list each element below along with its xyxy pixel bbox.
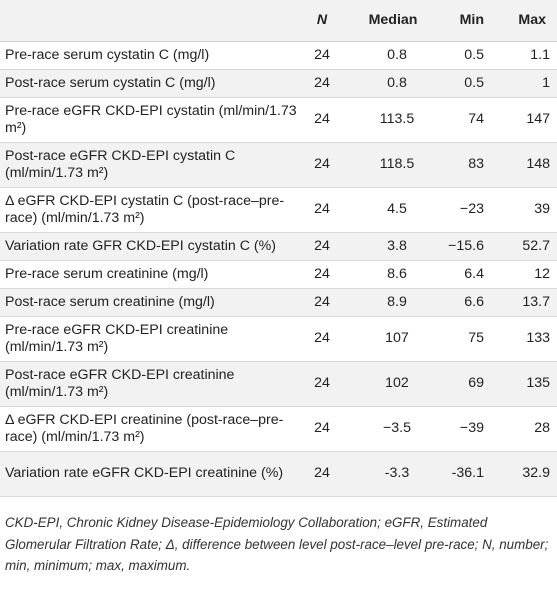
header-n: N	[300, 0, 344, 42]
table-row: Pre-race eGFR CKD-EPI creatinine (ml/min…	[0, 316, 557, 361]
row-n: 24	[314, 237, 330, 254]
row-median: 8.6	[387, 265, 407, 282]
row-n: 24	[314, 465, 330, 481]
row-label: Δ eGFR CKD-EPI cystatin C (post-race–pre…	[5, 192, 285, 226]
row-max: 28	[534, 420, 550, 436]
row-label: Pre-race eGFR CKD-EPI creatinine (ml/min…	[5, 321, 229, 355]
row-median: 113.5	[379, 111, 415, 127]
header-min: Min	[432, 0, 496, 42]
row-max: 39	[534, 201, 550, 217]
table-body: Pre-race serum cystatin C (mg/l) 24 0.8 …	[0, 41, 557, 496]
data-table-container: N Median Min Max Pre-race serum cystatin…	[0, 0, 557, 496]
row-n: 24	[314, 265, 330, 282]
row-max: 32.9	[522, 465, 550, 481]
row-median: 118.5	[379, 156, 415, 172]
table-row: Variation rate GFR CKD-EPI cystatin C (%…	[0, 232, 557, 260]
row-median: 8.9	[387, 293, 407, 310]
row-label: Pre-race serum creatinine (mg/l)	[5, 265, 209, 282]
table-row: Δ eGFR CKD-EPI cystatin C (post-race–pre…	[0, 187, 557, 232]
row-median: 0.8	[387, 46, 407, 63]
data-table: N Median Min Max Pre-race serum cystatin…	[0, 0, 557, 496]
row-label: Post-race eGFR CKD-EPI cystatin C (ml/mi…	[5, 147, 236, 181]
row-median: 3.8	[387, 237, 407, 254]
row-max: 12	[534, 265, 550, 282]
row-median: 0.8	[387, 74, 407, 91]
row-label: Variation rate eGFR CKD-EPI creatinine (…	[5, 465, 284, 481]
table-row: Post-race serum creatinine (mg/l) 24 8.9…	[0, 288, 557, 316]
table-row: Post-race serum cystatin C (mg/l) 24 0.8…	[0, 69, 557, 97]
row-min: −23	[459, 201, 484, 217]
row-min: −15.6	[448, 237, 484, 254]
table-row: Pre-race serum cystatin C (mg/l) 24 0.8 …	[0, 41, 557, 69]
row-max: 147	[526, 111, 550, 127]
table-footnote: CKD-EPI, Chronic Kidney Disease-Epidemio…	[5, 515, 549, 573]
row-median: 4.5	[387, 201, 407, 217]
row-min: 0.5	[464, 46, 484, 63]
row-n: 24	[314, 201, 330, 217]
row-max: 13.7	[522, 293, 550, 310]
row-n: 24	[314, 111, 330, 127]
row-n: 24	[314, 293, 330, 310]
header-label	[0, 0, 300, 42]
row-median: 107	[385, 330, 409, 346]
row-min: 83	[468, 156, 484, 172]
row-n: 24	[314, 46, 330, 63]
row-min: -36.1	[451, 465, 484, 481]
row-min: 6.6	[464, 293, 484, 310]
row-label: Δ eGFR CKD-EPI creatinine (post-race–pre…	[5, 411, 284, 445]
row-max: 1.1	[530, 46, 550, 63]
row-min: 6.4	[464, 265, 484, 282]
row-label: Variation rate GFR CKD-EPI cystatin C (%…	[5, 237, 276, 254]
table-row: Pre-race eGFR CKD-EPI cystatin (ml/min/1…	[0, 97, 557, 142]
table-row: Δ eGFR CKD-EPI creatinine (post-race–pre…	[0, 406, 557, 451]
row-median: 102	[385, 375, 409, 391]
table-row: Post-race eGFR CKD-EPI creatinine (ml/mi…	[0, 361, 557, 406]
row-label: Post-race serum cystatin C (mg/l)	[5, 74, 216, 91]
header-row: N Median Min Max	[0, 0, 557, 42]
row-n: 24	[314, 330, 330, 346]
row-label: Post-race serum creatinine (mg/l)	[5, 293, 215, 310]
row-min: −39	[459, 420, 484, 436]
row-label: Pre-race serum cystatin C (mg/l)	[5, 46, 210, 63]
row-n: 24	[314, 156, 330, 172]
row-n: 24	[314, 375, 330, 391]
row-max: 1	[542, 74, 550, 91]
header-median: Median	[344, 0, 432, 42]
header-max: Max	[496, 0, 557, 42]
row-max: 133	[526, 330, 550, 346]
row-n: 24	[314, 74, 330, 91]
row-min: 75	[468, 330, 484, 346]
table-row: Pre-race serum creatinine (mg/l) 24 8.6 …	[0, 260, 557, 288]
row-label: Post-race eGFR CKD-EPI creatinine (ml/mi…	[5, 366, 235, 400]
row-max: 148	[526, 156, 550, 172]
table-row: Variation rate eGFR CKD-EPI creatinine (…	[0, 451, 557, 496]
table-row: Post-race eGFR CKD-EPI cystatin C (ml/mi…	[0, 142, 557, 187]
row-max: 135	[526, 375, 550, 391]
row-min: 69	[468, 375, 484, 391]
row-label: Pre-race eGFR CKD-EPI cystatin (ml/min/1…	[5, 102, 297, 136]
row-median: -3.3	[384, 465, 410, 481]
row-min: 0.5	[464, 74, 484, 91]
table-header: N Median Min Max	[0, 0, 557, 42]
row-n: 24	[314, 420, 330, 436]
row-median: −3.5	[382, 420, 411, 436]
row-max: 52.7	[522, 237, 550, 254]
row-min: 74	[468, 111, 484, 127]
